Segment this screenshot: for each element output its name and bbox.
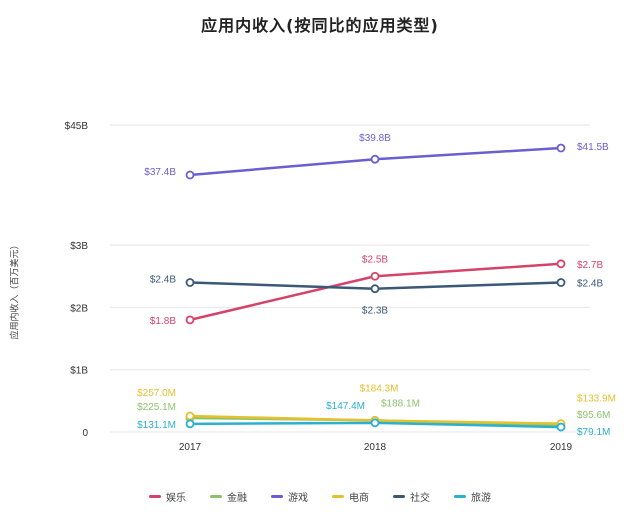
legend-label: 金融 (227, 493, 247, 504)
legend-swatch (271, 495, 283, 498)
data-label: $41.5B (577, 142, 609, 153)
data-point (370, 271, 380, 281)
data-point (370, 154, 380, 164)
data-point (185, 411, 195, 421)
data-label: $95.6M (577, 410, 610, 421)
chart-title: 应用内收入(按同比的应用类型) (201, 16, 439, 35)
data-point (185, 170, 195, 180)
y-tick-label: $45B (65, 121, 89, 132)
data-point (556, 143, 566, 153)
legend-swatch (332, 495, 344, 498)
data-point (556, 259, 566, 269)
data-label: $131.1M (137, 420, 176, 431)
data-label: $257.0M (137, 388, 176, 399)
legend-item[interactable]: 旅游 (454, 489, 491, 504)
x-tick-label: 2018 (364, 442, 387, 453)
legend: 娱乐 金融 游戏 电商 社交 旅游 (0, 489, 640, 504)
x-tick-label: 2019 (550, 442, 573, 453)
data-point (370, 418, 380, 428)
data-label: $188.1M (381, 398, 420, 409)
data-label: $2.5B (362, 254, 388, 265)
legend-label: 游戏 (288, 493, 308, 504)
legend-label: 旅游 (471, 493, 491, 504)
data-label: $1.8B (150, 316, 176, 327)
legend-swatch (210, 495, 222, 498)
data-point (556, 422, 566, 432)
data-point (556, 278, 566, 287)
data-point (185, 278, 195, 287)
data-point (185, 419, 195, 429)
data-label: $39.8B (359, 133, 391, 144)
data-label: $79.1M (577, 427, 610, 438)
legend-item[interactable]: 电商 (332, 489, 369, 504)
legend-label: 娱乐 (166, 493, 186, 504)
data-label: $147.4M (326, 401, 365, 412)
legend-swatch (149, 495, 161, 498)
y-tick-label: 0 (82, 428, 88, 439)
data-label: $37.4B (144, 167, 176, 178)
legend-item[interactable]: 金融 (210, 489, 247, 504)
legend-item[interactable]: 社交 (393, 489, 430, 504)
data-label: $184.3M (360, 384, 399, 395)
x-tick-label: 2017 (179, 442, 202, 453)
data-label: $2.3B (362, 306, 388, 317)
data-label: $2.4B (150, 274, 176, 285)
data-point (370, 284, 380, 294)
data-label: $2.4B (577, 278, 603, 289)
legend-swatch (454, 495, 466, 498)
legend-label: 电商 (349, 493, 369, 504)
legend-label: 社交 (410, 493, 430, 504)
y-tick-label: $2B (70, 303, 88, 314)
y-tick-label: $1B (70, 366, 88, 377)
y-tick-label: $3B (70, 241, 88, 252)
legend-item[interactable]: 游戏 (271, 489, 308, 504)
data-label: $225.1M (137, 402, 176, 413)
data-point (185, 315, 195, 325)
data-label: $133.9M (577, 394, 616, 405)
legend-swatch (393, 495, 405, 498)
legend-item[interactable]: 娱乐 (149, 489, 186, 504)
data-label: $2.7B (577, 260, 603, 271)
